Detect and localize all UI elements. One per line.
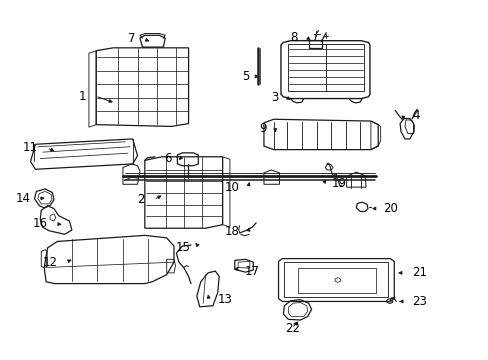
Text: 12: 12 [42,256,57,269]
Text: 2: 2 [137,193,144,206]
Text: 3: 3 [271,91,278,104]
Text: 21: 21 [411,266,427,279]
Text: 17: 17 [244,265,259,278]
Text: 6: 6 [164,152,171,165]
Text: 23: 23 [411,295,426,308]
Text: 7: 7 [127,32,135,45]
Text: 9: 9 [258,122,266,135]
Text: 14: 14 [16,192,30,205]
Text: 22: 22 [285,322,300,335]
Text: 19: 19 [331,177,346,190]
Text: 11: 11 [23,141,38,154]
Text: 13: 13 [217,293,232,306]
Text: 4: 4 [411,109,419,122]
Text: 15: 15 [176,241,191,255]
Text: 18: 18 [224,225,239,238]
Text: 20: 20 [382,202,397,215]
Text: 16: 16 [33,217,47,230]
Text: 10: 10 [224,181,239,194]
Text: 1: 1 [79,90,86,103]
Text: 5: 5 [242,70,249,83]
Text: 8: 8 [290,31,297,44]
